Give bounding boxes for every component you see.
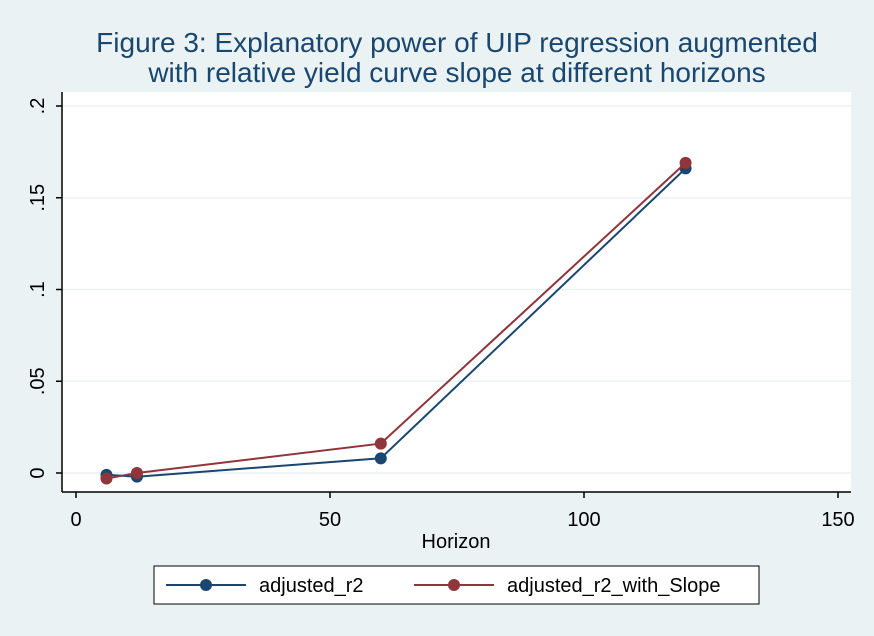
axes: [61, 92, 851, 493]
gridlines: [62, 105, 851, 474]
series-line-adjusted-r2-with-slope: [106, 162, 687, 480]
chart-title-line-1: Figure 3: Explanatory power of UIP regre…: [96, 27, 818, 58]
y-tick-label-3: .15: [27, 184, 49, 212]
x-tick-label-0: 0: [70, 509, 81, 531]
legend-marker-adjusted-r2-with-slope: [448, 579, 460, 591]
data-point-adjusted-r2-with-slope-1: [130, 467, 143, 479]
tick-labels: 0 .05 .1 .15 .2 0 50 100 150: [27, 98, 855, 531]
plot-area: [62, 92, 851, 492]
legend: adjusted_r2 adjusted_r2_with_Slope: [153, 565, 760, 605]
data-point-adjusted-r2-with-slope-0: [100, 472, 113, 485]
x-tick-label-3: 150: [821, 509, 854, 531]
data-point-adjusted-r2-2: [374, 452, 387, 465]
x-tick-label-2: 100: [567, 509, 600, 531]
x-axis-title: Horizon: [422, 531, 491, 553]
legend-label-adjusted-r2-with-slope: adjusted_r2_with_Slope: [507, 575, 721, 597]
y-tick-label-0: 0: [27, 467, 49, 478]
y-tick-label-4: .2: [27, 98, 49, 115]
data-point-adjusted-r2-with-slope-3: [679, 156, 692, 169]
legend-marker-adjusted-r2: [200, 579, 212, 591]
legend-label-adjusted-r2: adjusted_r2: [259, 575, 364, 597]
y-tick-label-2: .1: [27, 281, 49, 298]
series-group: [100, 156, 692, 485]
chart-title-line-2: with relative yield curve slope at diffe…: [147, 57, 765, 88]
y-tick-label-1: .05: [27, 367, 49, 395]
data-point-adjusted-r2-with-slope-2: [374, 437, 387, 450]
x-tick-label-1: 50: [319, 509, 341, 531]
